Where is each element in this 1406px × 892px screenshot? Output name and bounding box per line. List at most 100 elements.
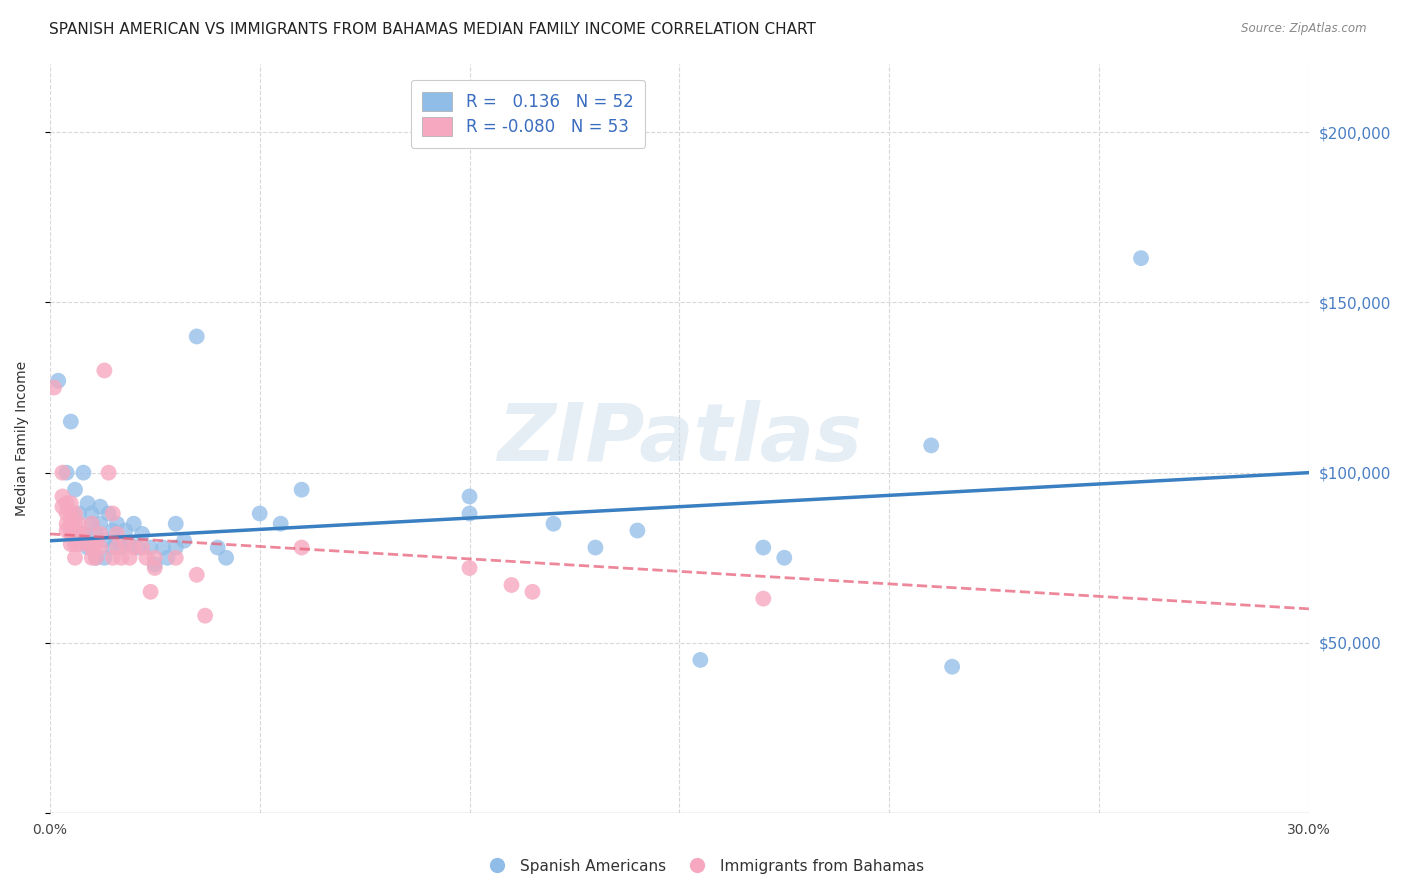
Point	[80, 541, 103, 555]
Point	[42, 380, 65, 394]
Point	[291, 541, 314, 555]
Point	[458, 561, 481, 575]
Point	[122, 541, 145, 555]
Text: Source: ZipAtlas.com: Source: ZipAtlas.com	[1241, 22, 1367, 36]
Point	[93, 550, 115, 565]
Point	[59, 527, 82, 541]
Point	[522, 584, 544, 599]
Point	[186, 329, 208, 343]
Point	[186, 567, 208, 582]
Point	[101, 550, 124, 565]
Point	[51, 500, 73, 514]
Point	[63, 483, 86, 497]
Point	[105, 533, 128, 548]
Point	[76, 541, 98, 555]
Point	[80, 507, 103, 521]
Point	[67, 516, 90, 531]
Point	[76, 496, 98, 510]
Point	[101, 507, 124, 521]
Point	[752, 591, 775, 606]
Point	[501, 578, 523, 592]
Point	[139, 584, 162, 599]
Point	[143, 561, 166, 575]
Point	[55, 516, 77, 531]
Point	[165, 541, 187, 555]
Point	[105, 516, 128, 531]
Y-axis label: Median Family Income: Median Family Income	[15, 361, 30, 516]
Point	[143, 558, 166, 572]
Point	[63, 537, 86, 551]
Point	[97, 466, 120, 480]
Point	[458, 507, 481, 521]
Point	[543, 516, 565, 531]
Point	[143, 550, 166, 565]
Point	[59, 507, 82, 521]
Point	[59, 516, 82, 531]
Point	[89, 516, 111, 531]
Point	[63, 516, 86, 531]
Point	[55, 466, 77, 480]
Point	[291, 483, 314, 497]
Point	[80, 516, 103, 531]
Point	[55, 524, 77, 538]
Legend: R =   0.136   N = 52, R = -0.080   N = 53: R = 0.136 N = 52, R = -0.080 N = 53	[411, 80, 645, 147]
Point	[583, 541, 606, 555]
Legend: Spanish Americans, Immigrants from Bahamas: Spanish Americans, Immigrants from Baham…	[475, 853, 931, 880]
Point	[63, 527, 86, 541]
Point	[165, 516, 187, 531]
Point	[80, 550, 103, 565]
Point	[93, 533, 115, 548]
Point	[920, 438, 942, 452]
Point	[72, 466, 94, 480]
Point	[89, 541, 111, 555]
Point	[67, 527, 90, 541]
Point	[215, 550, 238, 565]
Point	[118, 550, 141, 565]
Point	[118, 537, 141, 551]
Point	[89, 500, 111, 514]
Point	[59, 415, 82, 429]
Point	[110, 541, 132, 555]
Text: ZIPatlas: ZIPatlas	[496, 400, 862, 477]
Point	[165, 550, 187, 565]
Point	[84, 550, 107, 565]
Point	[152, 541, 174, 555]
Point	[249, 507, 271, 521]
Point	[72, 527, 94, 541]
Point	[752, 541, 775, 555]
Point	[207, 541, 229, 555]
Point	[156, 550, 179, 565]
Point	[84, 537, 107, 551]
Point	[110, 550, 132, 565]
Point	[131, 527, 153, 541]
Point	[458, 490, 481, 504]
Point	[63, 507, 86, 521]
Point	[72, 527, 94, 541]
Point	[55, 496, 77, 510]
Point	[63, 550, 86, 565]
Point	[1130, 251, 1153, 265]
Point	[46, 374, 69, 388]
Point	[84, 550, 107, 565]
Point	[114, 524, 136, 538]
Point	[55, 507, 77, 521]
Point	[93, 363, 115, 377]
Point	[105, 527, 128, 541]
Point	[105, 541, 128, 555]
Point	[139, 541, 162, 555]
Point	[67, 537, 90, 551]
Point	[76, 537, 98, 551]
Point	[51, 466, 73, 480]
Point	[122, 516, 145, 531]
Point	[135, 550, 157, 565]
Point	[97, 507, 120, 521]
Point	[626, 524, 648, 538]
Point	[59, 537, 82, 551]
Point	[84, 527, 107, 541]
Point	[114, 537, 136, 551]
Point	[89, 527, 111, 541]
Point	[941, 659, 963, 673]
Point	[194, 608, 217, 623]
Point	[131, 541, 153, 555]
Point	[127, 541, 149, 555]
